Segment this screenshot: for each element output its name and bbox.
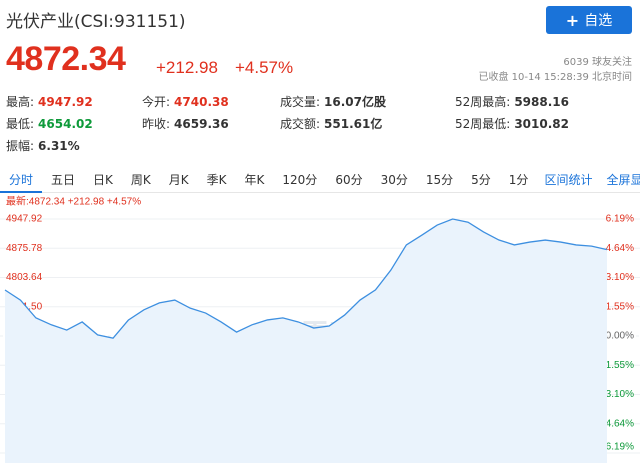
stat: 今开: 4740.38 <box>142 93 229 110</box>
stat-label: 成交量: <box>280 95 321 109</box>
stat: 52周最低: 3010.82 <box>455 115 569 132</box>
stat-value: 4947.92 <box>38 95 93 109</box>
stat: 52周最高: 5988.16 <box>455 93 569 110</box>
y2-tick-label: 0.00% <box>606 331 634 342</box>
y2-tick-label: -6.19% <box>602 442 634 453</box>
y2-tick-label: -4.64% <box>602 418 634 429</box>
stat: 成交量: 16.07亿股 <box>280 93 386 110</box>
stat-value: 551.61亿 <box>324 117 383 131</box>
stat-label: 今开: <box>142 95 171 109</box>
y2-tick-label: 4.64% <box>606 243 634 254</box>
change-pct: +4.57% <box>235 58 294 77</box>
stat: 最高: 4947.92 <box>6 93 93 110</box>
title: 光伏产业(CSI:931151) <box>6 12 186 32</box>
stat-value: 4740.38 <box>174 95 229 109</box>
stat-label: 振幅: <box>6 139 35 153</box>
tab[interactable]: 五日 <box>51 173 76 187</box>
tool[interactable]: 区间统计 <box>544 173 593 187</box>
tab[interactable]: 5分 <box>471 173 491 187</box>
y-tick-label: 4875.78 <box>6 243 43 254</box>
followers: 6039 球友关注 <box>563 57 632 68</box>
y2-tick-label: 3.10% <box>606 272 634 283</box>
tab[interactable]: 周K <box>130 173 151 187</box>
stat-label: 昨收: <box>142 117 171 131</box>
stat-value: 6.31% <box>38 139 80 153</box>
y2-tick-label: 1.55% <box>606 301 634 312</box>
tab[interactable]: 120分 <box>282 173 318 187</box>
y-tick-label: 4803.64 <box>6 272 43 283</box>
y2-tick-label: -3.10% <box>602 389 634 400</box>
stat-label: 52周最高: <box>455 95 511 109</box>
stat-label: 最高: <box>6 95 35 109</box>
y-tick-label: 4947.92 <box>6 214 43 225</box>
stat-label: 52周最低: <box>455 117 511 131</box>
chart-info: 最新:4872.34 +212.98 +4.57% <box>6 195 141 208</box>
chart: 最新:4872.34 +212.98 +4.57%雪球4947.924875.7… <box>0 195 640 463</box>
area <box>5 219 607 463</box>
tab[interactable]: 15分 <box>425 173 454 187</box>
change: +212.98 <box>156 58 218 77</box>
stat-value: 5988.16 <box>514 95 569 109</box>
line <box>4 218 608 339</box>
stat-label: 成交额: <box>280 117 321 131</box>
tab[interactable]: 月K <box>168 173 189 187</box>
y2-tick-label: 6.19% <box>606 214 634 225</box>
stat-value: 16.07亿股 <box>324 95 387 109</box>
price: 4872.34 <box>6 40 126 78</box>
status: 已收盘 10-14 15:28:39 北京时间 <box>478 72 632 83</box>
tab[interactable]: 年K <box>244 173 265 187</box>
tab[interactable]: 季K <box>206 173 227 187</box>
tab[interactable]: 1分 <box>508 173 529 187</box>
y2-tick-label: -1.55% <box>602 360 634 371</box>
tab[interactable]: 分时 <box>0 170 43 193</box>
plus-icon: + <box>565 10 580 30</box>
stat: 成交额: 551.61亿 <box>280 115 382 132</box>
tool[interactable]: 全屏显示 <box>606 173 640 187</box>
tab[interactable]: 60分 <box>335 173 363 187</box>
stat-label: 最低: <box>6 117 35 131</box>
stat-value: 4659.36 <box>174 117 229 131</box>
tab[interactable]: 日K <box>93 173 113 187</box>
tab[interactable]: 30分 <box>380 173 408 187</box>
stat: 最低: 4654.02 <box>6 115 93 132</box>
add-watchlist-button[interactable]: + 自选 <box>546 6 632 34</box>
stat: 振幅: 6.31% <box>6 137 80 154</box>
stat-value: 4654.02 <box>38 117 93 131</box>
stat: 昨收: 4659.36 <box>142 115 229 132</box>
button-label: 自选 <box>584 13 613 29</box>
stat-value: 3010.82 <box>514 117 569 131</box>
